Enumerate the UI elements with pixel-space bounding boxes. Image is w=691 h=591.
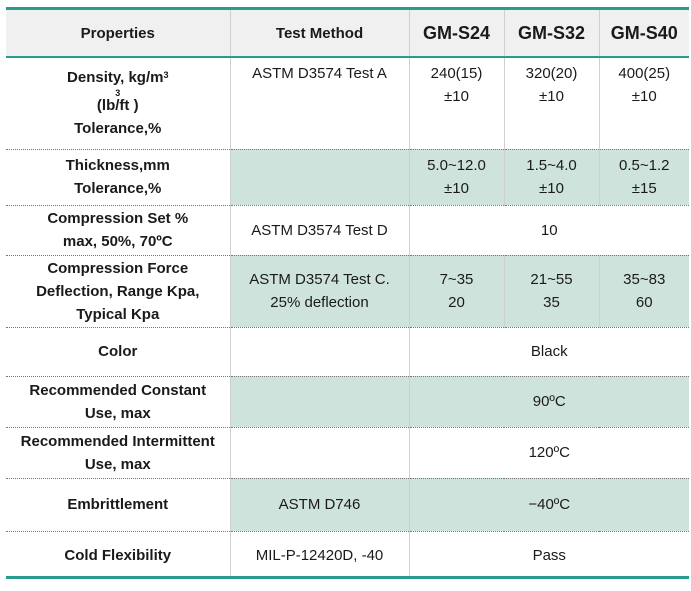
property-thickness: Thickness,mm Tolerance,% [6,149,231,205]
table-row-compression-force: Compression Force Deflection, Range Kpa, T… [6,255,689,327]
method-constant-use [230,376,410,427]
method-compression-force: ASTM D3574 Test C. 25% deflection [230,255,410,327]
property-intermittent-use: Recommended Intermittent Use, max [6,427,231,478]
table-row-color: Color Black [6,327,689,376]
value-constant-use: 90ºC [409,376,689,427]
property-constant-use: Recommended Constant Use, max [6,376,231,427]
value-thickness-s32: 1.5~4.0 ±10 [504,149,600,205]
header-grade-s32: GM-S32 [504,10,600,57]
bottom-rule [6,576,689,579]
value-density-s32: 320(20) ±10 [504,57,600,149]
value-intermittent-use: 120ºC [528,444,570,461]
property-embrittlement: Embrittlement [6,478,231,531]
property-compression-set: Compression Set % max, 50%, 70ºC [6,205,231,255]
property-cold-flexibility: Cold Flexibility [6,531,231,579]
property-density: Density, kg/m3 3 (lb/ft ) Tolerance,% [6,57,231,149]
value-density-s24: 240(15) ±10 [409,57,505,149]
value-compression-force-s40: 35~83 60 [599,255,689,327]
method-thickness [230,149,410,205]
value-cold-flexibility: Pass [532,546,566,564]
value-thickness-s40: 0.5~1.2 ±15 [599,149,689,205]
header-test-method: Test Method [230,10,410,57]
properties-table: Properties Test Method GM-S24 GM-S32 GM-… [6,10,689,579]
value-compression-force-s24: 7~35 20 [409,255,505,327]
value-compression-force-s32: 21~55 35 [504,255,600,327]
table-row-cold-flexibility: Cold Flexibility MIL-P-12420D, -40 Pass [6,531,689,579]
method-color [230,327,410,376]
value-color: Black [530,343,568,360]
method-density: ASTM D3574 Test A [230,57,410,149]
value-compression-set: 10 [540,221,558,239]
table-row-constant-use: Recommended Constant Use, max 90ºC [6,376,689,427]
header-grade-s24: GM-S24 [409,10,505,57]
value-embrittlement: −40ºC [409,478,689,531]
top-rule [6,7,689,10]
method-intermittent-use [230,427,410,478]
value-thickness-s24: 5.0~12.0 ±10 [409,149,505,205]
table-row-compression-set: Compression Set % max, 50%, 70ºC ASTM D35… [6,205,689,255]
method-embrittlement: ASTM D746 [230,478,410,531]
header-properties: Properties [6,10,231,57]
table-row-intermittent-use: Recommended Intermittent Use, max 120ºC [6,427,689,478]
property-color: Color [6,327,231,376]
table-row-density: Density, kg/m3 3 (lb/ft ) Tolerance,% AS… [6,57,689,149]
header-grade-s40: GM-S40 [599,10,689,57]
table-row-embrittlement: Embrittlement ASTM D746 −40ºC [6,478,689,531]
property-compression-force: Compression Force Deflection, Range Kpa, T… [6,255,231,327]
table-row-thickness: Thickness,mm Tolerance,% 5.0~12.0 ±10 1.5~… [6,149,689,205]
method-cold-flexibility: MIL-P-12420D, -40 [230,531,410,579]
method-compression-set: ASTM D3574 Test D [230,205,410,255]
table-header-row: Properties Test Method GM-S24 GM-S32 GM-… [6,10,689,57]
value-density-s40: 400(25) ±10 [618,65,671,105]
